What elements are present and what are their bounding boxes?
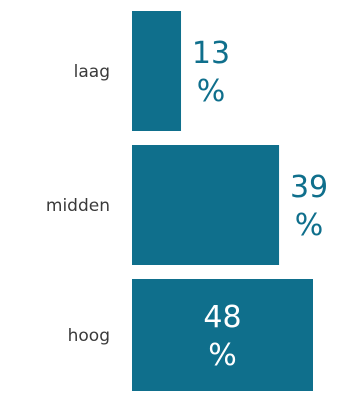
bar-laag bbox=[132, 11, 182, 131]
bars-layer bbox=[132, 11, 313, 391]
value-unit-hoog: % bbox=[208, 338, 237, 373]
bar-midden bbox=[132, 145, 280, 265]
bar-hoog bbox=[132, 279, 313, 391]
category-label-midden: midden bbox=[46, 196, 110, 216]
value-unit-laag: % bbox=[197, 74, 226, 109]
value-label-midden: 39 bbox=[290, 170, 328, 205]
value-unit-midden: % bbox=[295, 208, 324, 243]
category-label-hoog: hoog bbox=[68, 326, 110, 346]
value-label-hoog: 48 bbox=[203, 300, 241, 335]
value-label-laag: 13 bbox=[192, 36, 230, 71]
labels-layer: laag 13% midden 39% hoog 48% bbox=[46, 36, 328, 373]
category-label-laag: laag bbox=[74, 62, 110, 82]
